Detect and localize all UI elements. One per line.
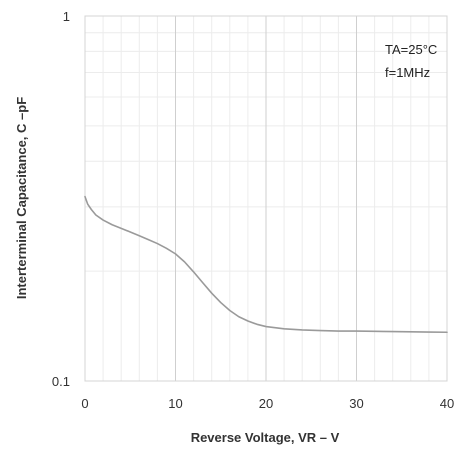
x-tick-label: 0 [81, 396, 88, 411]
y-tick-label: 1 [63, 9, 70, 24]
x-tick-labels: 0 10 20 30 40 [81, 396, 454, 411]
grid [85, 16, 447, 381]
x-tick-label: 20 [259, 396, 273, 411]
annotation-temperature: TA=25°C [385, 42, 437, 57]
x-axis-title: Reverse Voltage, VR – V [191, 430, 340, 445]
x-tick-label: 30 [349, 396, 363, 411]
y-tick-labels: 0.11 [52, 9, 70, 389]
x-tick-label: 40 [440, 396, 454, 411]
y-axis-title: Interterminal Capacitance, C –pF [14, 97, 29, 299]
series-group [84, 195, 448, 334]
x-tick-label: 10 [168, 396, 182, 411]
series-line-0 [84, 195, 448, 334]
annotation-frequency: f=1MHz [385, 65, 430, 80]
y-tick-label: 0.1 [52, 374, 70, 389]
